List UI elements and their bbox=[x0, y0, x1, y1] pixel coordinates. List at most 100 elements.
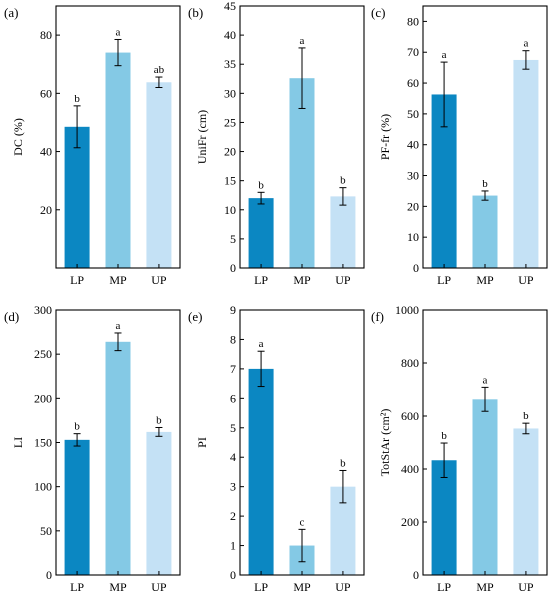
y-tick-label: 80 bbox=[407, 14, 419, 28]
x-tick-label: MP bbox=[476, 273, 494, 287]
panel-label: (f) bbox=[371, 309, 384, 324]
bar-mp bbox=[289, 78, 315, 268]
y-tick-label: 50 bbox=[40, 524, 52, 538]
error-bar bbox=[73, 433, 81, 447]
error-bar bbox=[114, 332, 122, 352]
error-bar bbox=[440, 61, 448, 128]
significance-letter: b bbox=[523, 410, 529, 422]
y-tick-label: 3 bbox=[230, 480, 236, 494]
x-tick-label: LP bbox=[254, 580, 268, 594]
x-tick-label: UP bbox=[518, 273, 534, 287]
significance-letter: b bbox=[74, 421, 80, 433]
x-tick-label: UP bbox=[335, 580, 351, 594]
y-tick-label: 8 bbox=[230, 332, 236, 346]
y-tick-label: 30 bbox=[407, 169, 419, 183]
error-bar bbox=[481, 386, 489, 412]
panel-label: (a) bbox=[4, 5, 18, 20]
error-bar bbox=[155, 426, 163, 437]
y-tick-label: 45 bbox=[224, 0, 236, 13]
x-tick-label: MP bbox=[293, 273, 311, 287]
y-tick-label: 150 bbox=[34, 436, 52, 450]
y-tick-label: 200 bbox=[401, 515, 419, 529]
y-axis-label: LI bbox=[11, 437, 25, 448]
y-tick-label: 0 bbox=[413, 261, 419, 275]
error-bar bbox=[114, 38, 122, 67]
error-bar bbox=[481, 190, 489, 201]
x-tick-label: UP bbox=[151, 273, 167, 287]
chart-panel: b a b 0 50 100 150 200 250 300 LP MP UP LI (d) bbox=[4, 303, 181, 594]
y-tick-label: 50 bbox=[407, 107, 419, 121]
error-bar bbox=[155, 76, 163, 89]
chart-panel: a b a 0 10 20 30 40 50 60 70 80 LP MP UP PF-fr (%) (c) bbox=[371, 5, 548, 287]
bar-lp bbox=[431, 460, 457, 575]
significance-letter: a bbox=[442, 49, 447, 61]
significance-letter: b bbox=[74, 93, 80, 105]
y-axis-label: PI bbox=[195, 437, 209, 448]
error-bar bbox=[339, 469, 347, 504]
x-tick-label: LP bbox=[70, 580, 84, 594]
y-tick-label: 1 bbox=[230, 539, 236, 553]
y-tick-label: 300 bbox=[34, 303, 52, 317]
x-tick-label: LP bbox=[437, 273, 451, 287]
y-tick-label: 600 bbox=[401, 409, 419, 423]
x-tick-label: UP bbox=[335, 273, 351, 287]
chart-panel: b a ab 20 40 60 80 LP MP UP DC (%) (a) bbox=[4, 5, 181, 287]
x-tick-label: LP bbox=[70, 273, 84, 287]
bar-mp bbox=[472, 399, 498, 575]
y-tick-label: 200 bbox=[34, 391, 52, 405]
y-tick-label: 250 bbox=[34, 347, 52, 361]
significance-letter: a bbox=[116, 320, 121, 332]
y-tick-label: 15 bbox=[224, 174, 236, 188]
error-bar bbox=[440, 442, 448, 478]
y-tick-label: 9 bbox=[230, 303, 236, 317]
y-tick-label: 40 bbox=[224, 28, 236, 42]
y-tick-label: 0 bbox=[413, 568, 419, 582]
y-tick-label: 80 bbox=[40, 28, 52, 42]
significance-letter: b bbox=[340, 457, 346, 469]
y-tick-label: 0 bbox=[46, 568, 52, 582]
panel-label: (d) bbox=[4, 309, 19, 324]
x-tick-label: MP bbox=[476, 580, 494, 594]
y-tick-label: 5 bbox=[230, 421, 236, 435]
panel-label: (e) bbox=[188, 309, 202, 324]
y-tick-label: 400 bbox=[401, 462, 419, 476]
y-tick-label: 70 bbox=[407, 45, 419, 59]
bar-mp bbox=[105, 341, 131, 575]
error-bar bbox=[298, 528, 306, 563]
y-tick-label: 20 bbox=[40, 203, 52, 217]
significance-letter: a bbox=[483, 374, 488, 386]
x-tick-label: LP bbox=[254, 273, 268, 287]
error-bar bbox=[298, 47, 306, 109]
significance-letter: b bbox=[441, 430, 447, 442]
error-bar bbox=[522, 422, 530, 435]
y-tick-label: 10 bbox=[407, 230, 419, 244]
y-tick-label: 10 bbox=[224, 203, 236, 217]
y-tick-label: 800 bbox=[401, 356, 419, 370]
error-bar bbox=[73, 105, 81, 149]
y-axis-label: DC (%) bbox=[11, 118, 25, 156]
y-tick-label: 60 bbox=[40, 86, 52, 100]
bar-lp bbox=[248, 198, 274, 268]
bar-mp bbox=[472, 195, 498, 268]
bar-lp bbox=[64, 126, 90, 268]
y-tick-label: 20 bbox=[224, 145, 236, 159]
y-tick-label: 6 bbox=[230, 391, 236, 405]
bar-mp bbox=[105, 52, 131, 269]
error-bar bbox=[522, 50, 530, 70]
significance-letter: c bbox=[300, 516, 305, 528]
error-bar bbox=[339, 187, 347, 206]
y-tick-label: 4 bbox=[230, 450, 236, 464]
panel-label: (c) bbox=[371, 5, 385, 20]
y-tick-label: 7 bbox=[230, 362, 236, 376]
chart-panel: a c b 0 1 2 3 4 5 6 7 8 9 LP MP UP PI (e) bbox=[188, 303, 365, 594]
significance-letter: ab bbox=[154, 64, 165, 76]
y-tick-label: 5 bbox=[230, 232, 236, 246]
y-tick-label: 60 bbox=[407, 76, 419, 90]
chart-panel: b a b 0 5 10 15 20 25 30 35 40 45 LP MP UP UniFr (cm) (b) bbox=[188, 0, 365, 287]
significance-letter: a bbox=[259, 338, 264, 350]
bar-lp bbox=[64, 439, 90, 575]
y-tick-label: 30 bbox=[224, 86, 236, 100]
bar-up bbox=[330, 196, 356, 268]
significance-letter: a bbox=[116, 26, 121, 38]
y-tick-label: 35 bbox=[224, 57, 236, 71]
